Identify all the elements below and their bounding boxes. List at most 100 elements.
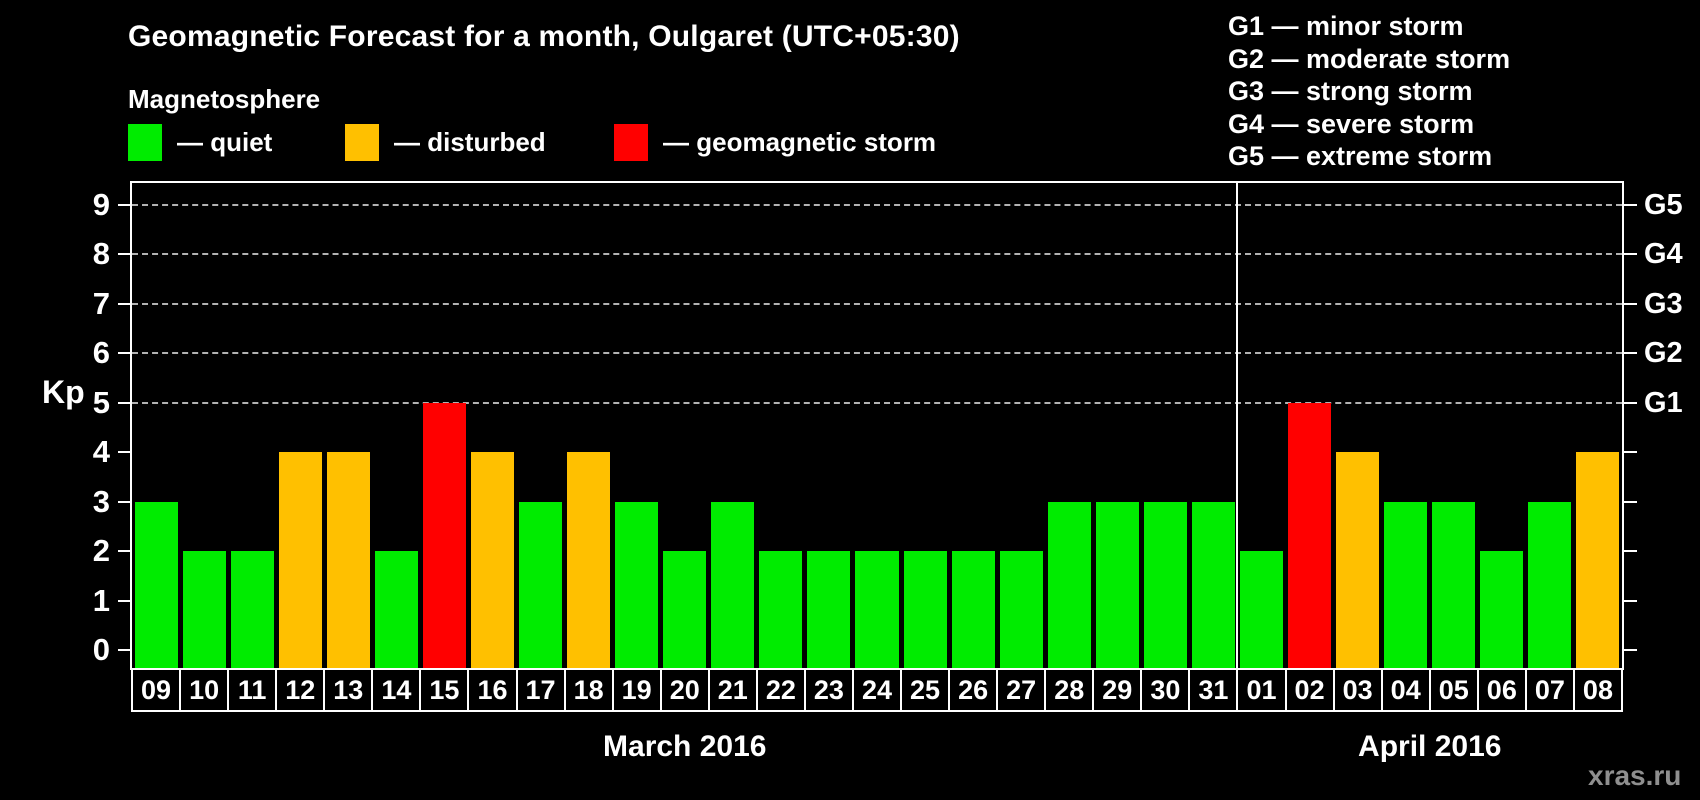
date-label-box: 22 bbox=[755, 668, 806, 712]
gridline-g5 bbox=[132, 203, 1622, 206]
date-label-box: 11 bbox=[227, 668, 278, 712]
kp-bar-day-13 bbox=[326, 452, 370, 668]
right-axis-tick bbox=[1624, 649, 1637, 651]
legend-item-disturbed: — disturbed bbox=[345, 124, 546, 161]
right-axis-tick bbox=[1624, 352, 1637, 354]
y-axis-tick bbox=[118, 550, 130, 552]
date-label-box: 20 bbox=[659, 668, 710, 712]
date-label-box: 19 bbox=[611, 668, 662, 712]
y-axis-tick-label: 6 bbox=[92, 335, 110, 370]
kp-bar-day-14 bbox=[374, 551, 418, 668]
y-axis-tick bbox=[118, 500, 130, 503]
storm-color-swatch bbox=[614, 124, 648, 161]
date-label-box: 21 bbox=[707, 668, 758, 712]
date-label-box: 10 bbox=[179, 668, 230, 712]
date-label-box: 23 bbox=[803, 668, 854, 712]
date-label-box: 02 bbox=[1284, 668, 1335, 712]
date-label-box: 27 bbox=[996, 668, 1047, 712]
g-legend-line-g3: G3 — strong storm bbox=[1228, 76, 1473, 106]
kp-bar-day-20 bbox=[663, 551, 707, 668]
month-label: March 2016 bbox=[603, 730, 767, 763]
date-label-box: 05 bbox=[1428, 668, 1479, 712]
kp-bar-day-24 bbox=[855, 551, 899, 668]
quiet-color-swatch bbox=[128, 124, 162, 161]
right-axis-tick bbox=[1624, 500, 1637, 503]
watermark: xras.ru bbox=[1588, 760, 1682, 791]
chart-title: Geomagnetic Forecast for a month, Oulgar… bbox=[128, 20, 960, 53]
kp-bar-day-10 bbox=[182, 551, 226, 668]
kp-bar-day-12 bbox=[278, 452, 322, 668]
kp-bar-day-29 bbox=[1095, 501, 1139, 668]
g-legend-line-g2: G2 — moderate storm bbox=[1228, 43, 1511, 74]
date-label-box: 24 bbox=[851, 668, 903, 712]
g-legend-line-g1: G1 — minor storm bbox=[1228, 11, 1464, 41]
date-label-box: 12 bbox=[275, 668, 326, 712]
gridline-g1 bbox=[132, 401, 1622, 404]
disturbed-color-swatch bbox=[345, 124, 379, 161]
kp-bar-day-17 bbox=[519, 501, 563, 668]
g-scale-label-g1: G1 bbox=[1644, 386, 1683, 419]
gridline-g2 bbox=[132, 352, 1622, 354]
date-label-box: 01 bbox=[1236, 668, 1287, 712]
y-axis-tick-label: 5 bbox=[92, 384, 110, 420]
y-axis-tick-label: 3 bbox=[92, 483, 110, 519]
kp-bar-day-26 bbox=[951, 551, 995, 668]
y-axis-tick-label: 9 bbox=[92, 186, 110, 222]
date-label-box: 31 bbox=[1188, 668, 1239, 712]
kp-bar-day-01 bbox=[1239, 551, 1284, 668]
kp-bar-day-23 bbox=[807, 551, 851, 668]
date-label-box: 03 bbox=[1332, 668, 1383, 712]
gridline-g3 bbox=[132, 302, 1622, 305]
date-label-box: 16 bbox=[467, 668, 518, 712]
legend-item-quiet: — quiet bbox=[128, 124, 272, 161]
kp-bar-day-09 bbox=[134, 501, 178, 668]
kp-bar-day-30 bbox=[1143, 501, 1187, 668]
g-scale-label-g2: G2 bbox=[1644, 337, 1683, 369]
g-scale-label-g5: G5 bbox=[1644, 188, 1683, 221]
y-axis-tick-label: 0 bbox=[92, 632, 110, 667]
date-label-box: 14 bbox=[371, 668, 422, 712]
y-axis-tick bbox=[118, 302, 130, 305]
kp-bar-day-04 bbox=[1384, 501, 1428, 668]
legend-label-storm: — geomagnetic storm bbox=[663, 127, 937, 157]
y-axis-tick-label: 4 bbox=[92, 434, 110, 469]
kp-bar-day-07 bbox=[1528, 501, 1572, 668]
g-scale-legend: G1 — minor storm G2 — moderate storm G3 … bbox=[1228, 10, 1510, 173]
y-axis-tick-label: 8 bbox=[92, 236, 110, 271]
date-label-box: 17 bbox=[515, 668, 566, 712]
date-label-box: 26 bbox=[948, 668, 999, 712]
kp-bar-day-22 bbox=[759, 551, 803, 668]
y-axis-tick bbox=[118, 352, 130, 354]
kp-bar-day-21 bbox=[711, 501, 755, 668]
y-axis-tick-label: 1 bbox=[92, 582, 110, 618]
y-axis-tick bbox=[118, 203, 130, 206]
kp-bar-day-27 bbox=[999, 551, 1043, 668]
month-separator-line bbox=[1236, 183, 1239, 668]
kp-bar-day-05 bbox=[1432, 501, 1476, 668]
kp-bar-day-06 bbox=[1480, 551, 1524, 668]
status-legend: — quiet — disturbed — geomagnetic storm bbox=[0, 124, 1100, 164]
legend-label-disturbed: — disturbed bbox=[394, 127, 546, 157]
g-scale-label-g4: G4 bbox=[1644, 238, 1683, 270]
kp-bar-day-19 bbox=[615, 501, 659, 668]
right-axis-tick bbox=[1624, 451, 1637, 453]
y-axis-tick bbox=[118, 649, 130, 651]
legend-label-quiet: — quiet bbox=[177, 127, 273, 157]
legend-item-storm: — geomagnetic storm bbox=[614, 124, 936, 161]
date-label-box: 25 bbox=[900, 668, 951, 712]
date-label-box: 15 bbox=[419, 668, 470, 712]
y-axis-tick bbox=[118, 401, 130, 404]
kp-bar-day-03 bbox=[1336, 452, 1380, 668]
y-axis-tick bbox=[118, 253, 130, 255]
right-axis-tick bbox=[1624, 599, 1637, 602]
g-scale-label-g3: G3 bbox=[1644, 287, 1683, 320]
kp-bar-day-31 bbox=[1191, 501, 1235, 668]
kp-bar-day-11 bbox=[230, 551, 274, 668]
kp-bar-day-16 bbox=[470, 452, 514, 668]
y-axis-tick-label: 2 bbox=[92, 533, 110, 568]
gridline-g4 bbox=[132, 253, 1622, 255]
date-label-box: 08 bbox=[1572, 668, 1623, 712]
kp-bar-day-02 bbox=[1288, 402, 1332, 668]
y-axis-tick bbox=[118, 451, 130, 453]
